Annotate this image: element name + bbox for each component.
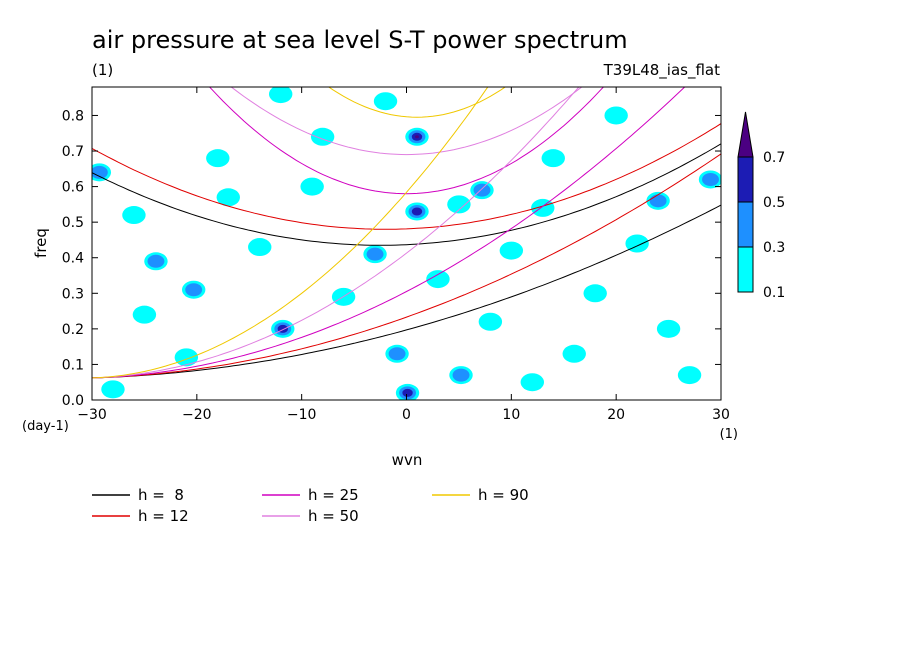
spectrum-patch-30-level-0 [216,188,240,207]
curve-8-lower [92,204,721,379]
curve-90-lower [92,87,489,379]
legend-label-h90: h = 90 [478,486,529,504]
colorbar: 0.1 0.3 0.5 0.7 [737,111,785,301]
spectrum-patch-17-level-0 [604,106,628,125]
spectrum-patch-20-level-0 [583,284,607,303]
legend: h = 8 h = 12 h = 25 h = 50 h = 90 [92,486,529,525]
unit-label: (1) [92,61,113,79]
x-tick-label--30: −30 [77,407,107,423]
curve-25-lower [92,87,686,379]
spectrum-patch-6-level-1 [366,247,384,261]
curve-50-lower [92,87,580,379]
curve-12-upper [92,123,721,230]
spectrum-patch-26-level-0 [101,380,125,399]
spectrum-patch-5-level-2 [411,207,423,216]
spectrum-patch-10-level-2 [402,388,413,397]
spectrum-patch-3-level-1 [185,283,203,297]
y-tick-label-0.3: 0.3 [62,286,84,302]
x-tick-label-20: 20 [607,407,625,423]
x-tick-label--20: −20 [182,407,212,423]
spectrum-patch-18-level-0 [122,206,146,225]
spectrum-patch-27-level-0 [677,366,702,385]
legend-label-h8: h = 8 [138,486,184,504]
colorbar-label-2: 0.5 [763,195,785,211]
y-tick-label-0.8: 0.8 [62,108,84,124]
legend-label-h25: h = 25 [308,486,359,504]
y-tick-label-0.2: 0.2 [62,322,84,338]
x-axis-label: wvn [392,451,423,469]
spectrum-patch-29-level-0 [499,241,524,260]
y-tick-label-0.4: 0.4 [62,251,84,267]
colorbar-extend-arrow [737,111,754,158]
x-unit-label: (1) [720,427,738,442]
y-axis: 0.0 0.1 0.2 0.3 0.4 0.5 0.6 0.7 0.8 [62,108,721,409]
spectrum-patch-33-level-0 [426,270,450,289]
y-axis-label: freq [32,228,50,258]
spectrum-patch-13-level-0 [447,195,471,214]
y-tick-label-0.5: 0.5 [62,215,84,231]
colorbar-label-1: 0.3 [763,240,785,256]
colorbar-segment-1 [737,201,754,248]
colorbar-label-3: 0.7 [763,150,785,166]
colorbar-segment-2 [737,156,754,203]
curve-8-upper [92,143,721,246]
spectrum-patch-9-level-1 [388,347,406,361]
x-tick-label-0: 0 [402,407,411,423]
spectrum-patch-1-level-1 [147,254,165,268]
spectrum-patch-8-level-1 [452,368,470,382]
y-unit-label: (day-1) [22,419,69,434]
spectrum-patch-21-level-0 [656,319,681,338]
spectrum-patch-22-level-0 [174,348,199,367]
spectrum-patch-12-level-1 [649,194,667,208]
spectrum-patch-14-level-0 [310,127,335,146]
chart-title: air pressure at sea level S-T power spec… [92,26,628,54]
spectrum-patch-25-level-0 [520,373,544,392]
spectrum-patch-15-level-0 [206,149,230,168]
colorbar-label-0: 0.1 [763,285,785,301]
curve-25-upper [208,87,605,195]
x-tick-label--10: −10 [287,407,317,423]
spectrum-patch-11-level-1 [702,172,719,186]
spectrum-patch-16-level-0 [541,149,565,168]
y-tick-label-0: 0.0 [62,393,84,409]
spectrum-patch-0-level-1 [92,165,108,179]
x-tick-label-30: 30 [712,407,730,423]
spectrum-patch-28-level-0 [373,92,398,111]
run-label: T39L48_ias_flat [603,61,721,80]
spectrum-patch-4-level-3 [415,135,419,139]
spectrum-patch-31-level-0 [625,234,649,253]
spectrum-patch-36-level-0 [531,198,555,217]
spectrum-patches [92,87,721,400]
y-tick-label-0.6: 0.6 [62,180,84,196]
spectrum-patch-37-level-0 [269,87,293,104]
y-tick-label-0.7: 0.7 [62,144,84,160]
colorbar-segment-0 [737,246,754,293]
legend-label-h12: h = 12 [138,507,189,525]
spectrum-patch-19-level-0 [248,238,272,257]
spectrum-patch-32-level-0 [300,177,324,196]
x-axis: −30 −20 −10 0 10 20 30 [77,87,730,423]
spectrum-patch-24-level-0 [478,312,503,331]
y-tick-label-0.1: 0.1 [62,357,84,373]
legend-label-h50: h = 50 [308,507,359,525]
spectrum-patch-35-level-0 [132,305,157,324]
spectrum-patch-34-level-0 [562,344,586,363]
dispersion-curves [92,87,721,379]
curve-90-upper [327,87,507,118]
curve-12-lower [92,153,721,379]
x-tick-label-10: 10 [502,407,520,423]
curve-50-upper [230,87,583,156]
